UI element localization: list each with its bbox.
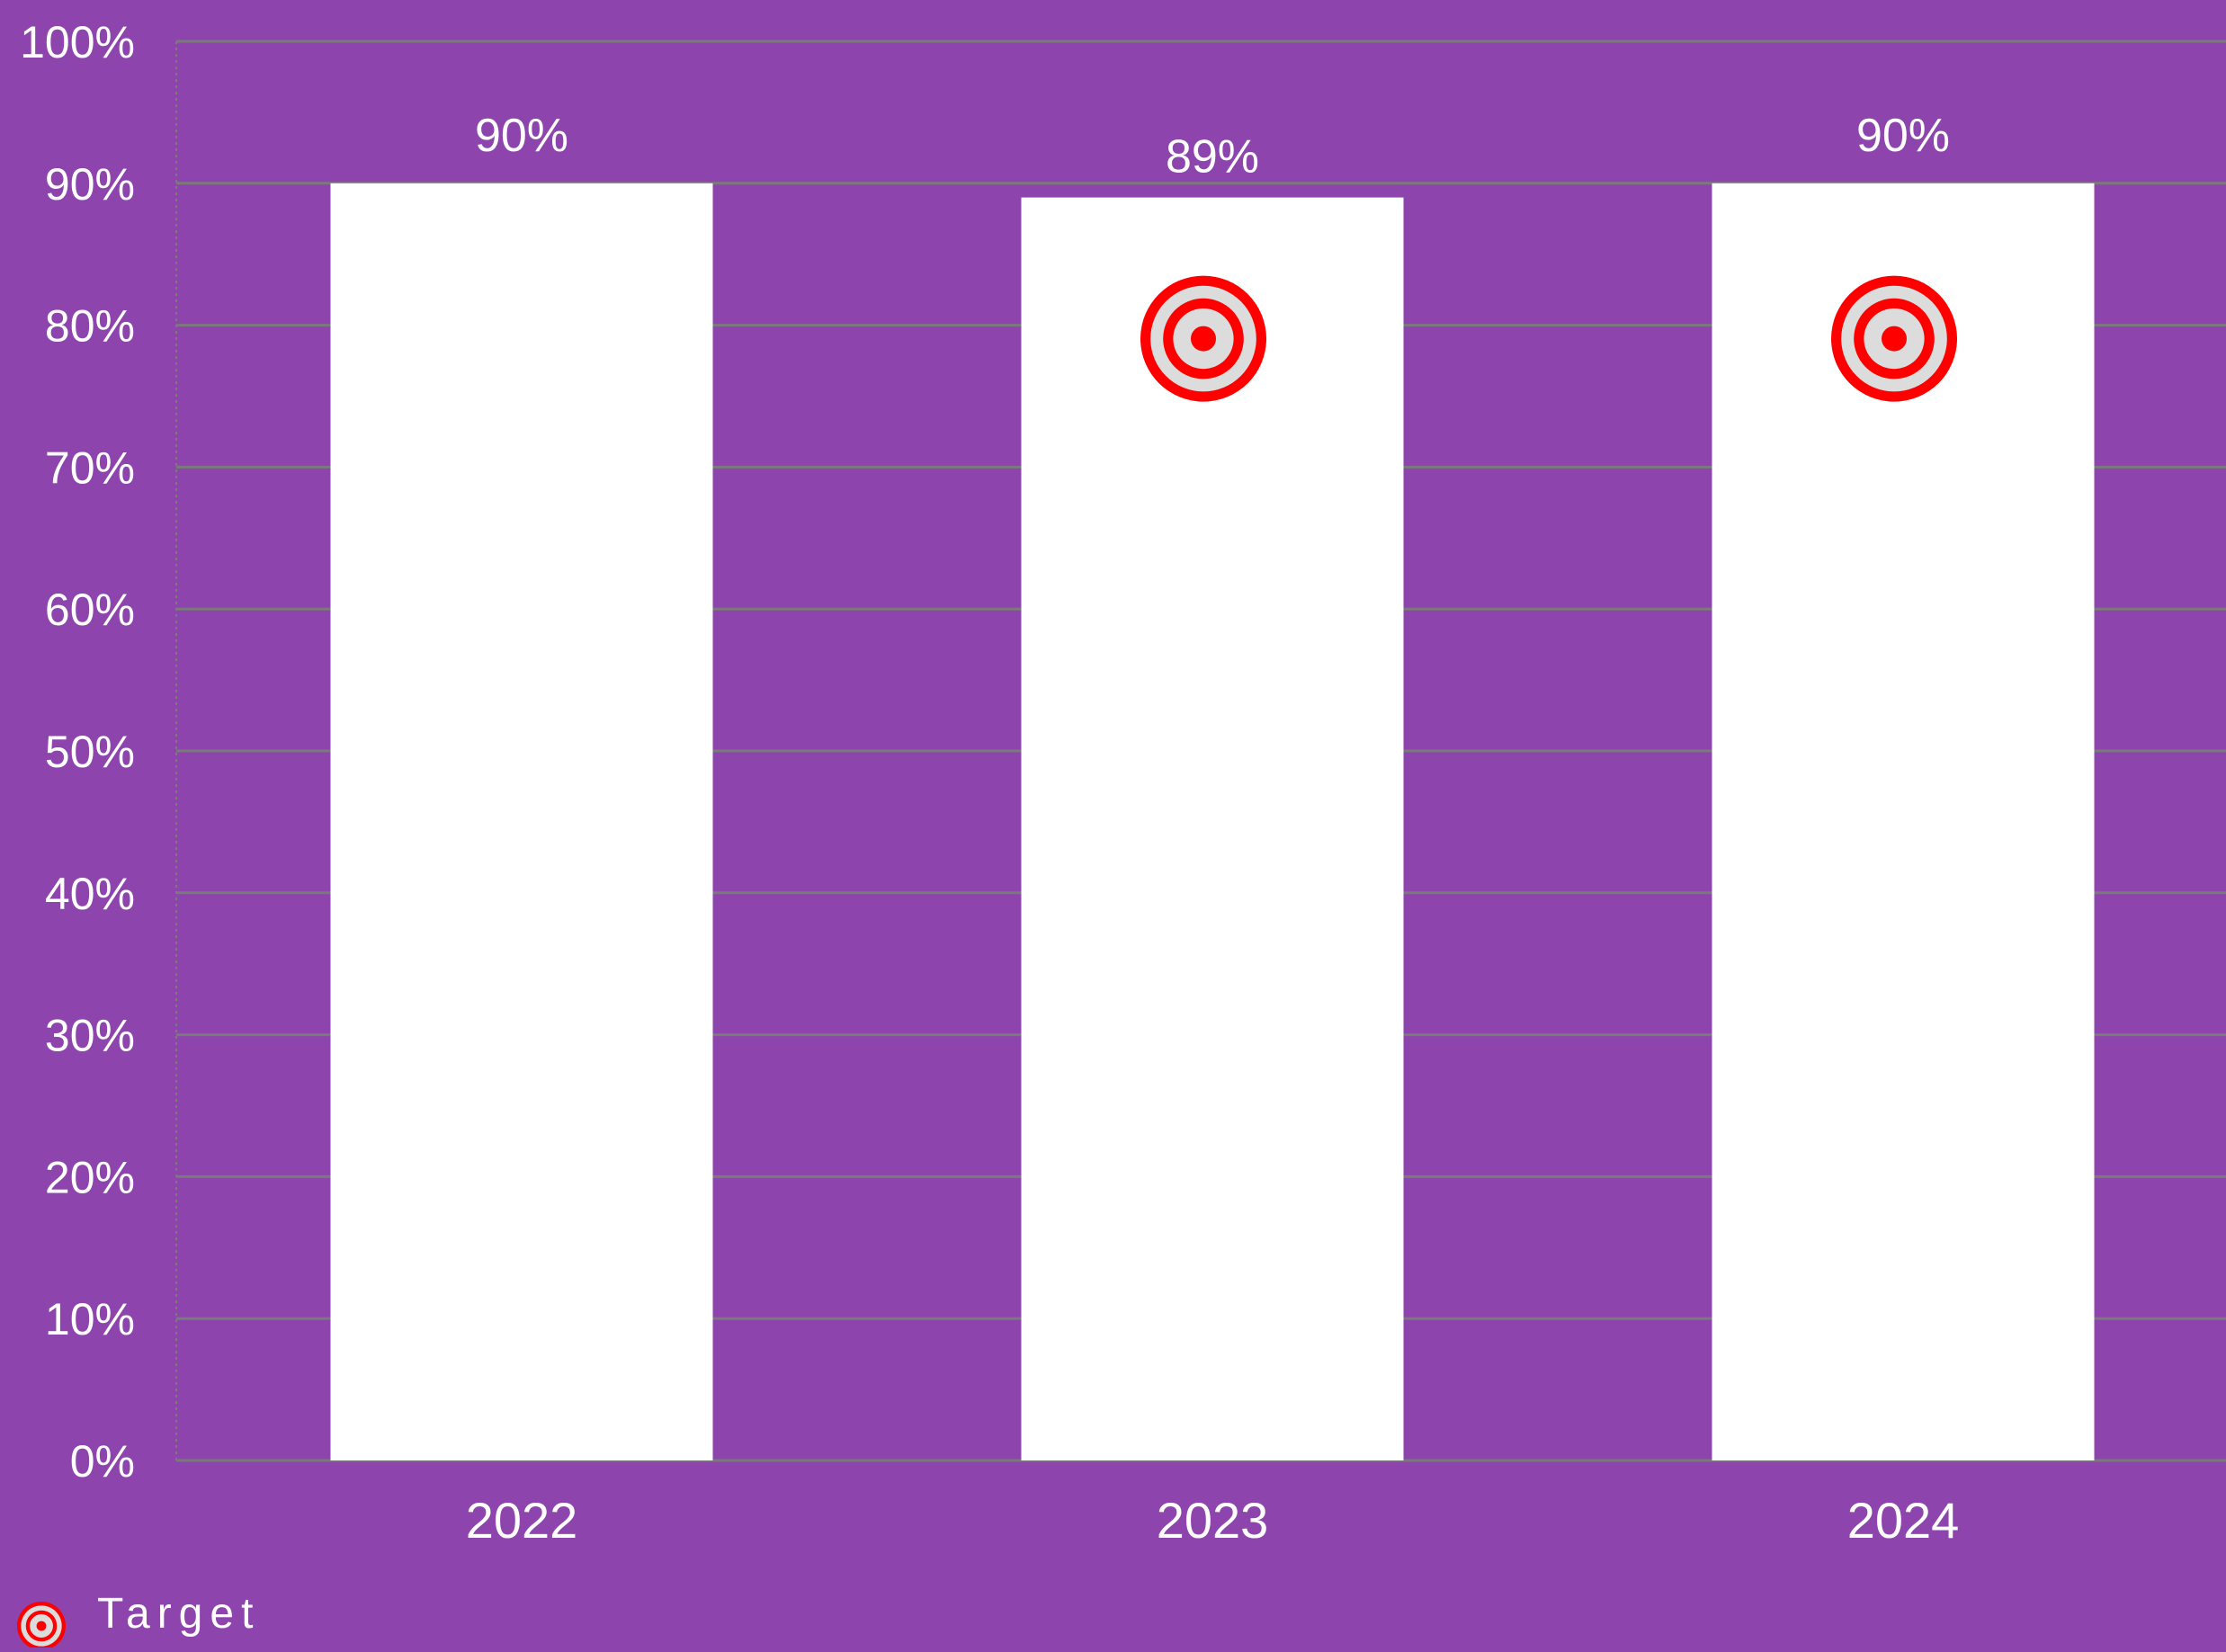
y-axis: 0% 10% 20% 30% 40% 50% 60% 70% 80% 90% 100%	[20, 17, 177, 1487]
data-labels: 90% 89% 90%	[475, 110, 1950, 183]
data-label-2023: 89%	[1166, 131, 1259, 183]
target-icon	[1140, 275, 1266, 402]
y-tick-label: 90%	[45, 159, 135, 210]
x-axis-labels: 2022 2023 2024	[466, 1492, 1960, 1549]
target-markers	[1140, 275, 1957, 402]
y-tick-label: 20%	[45, 1152, 135, 1202]
y-tick-label: 30%	[45, 1011, 135, 1061]
legend: Target	[17, 1590, 260, 1650]
y-tick-label: 60%	[45, 585, 135, 635]
target-icon	[17, 1602, 66, 1650]
y-tick-label: 100%	[20, 17, 135, 67]
bars	[330, 183, 2095, 1461]
x-tick-label-2024: 2024	[1847, 1492, 1960, 1549]
y-tick-label: 0%	[70, 1436, 135, 1487]
y-tick-label: 50%	[45, 727, 135, 777]
x-tick-label-2023: 2023	[1157, 1492, 1269, 1549]
y-tick-label: 10%	[45, 1294, 135, 1344]
y-tick-label: 40%	[45, 869, 135, 919]
data-label-2022: 90%	[475, 110, 568, 162]
target-icon	[1831, 275, 1957, 402]
bar-2022	[330, 183, 713, 1460]
bar-2023	[1021, 197, 1404, 1461]
legend-label: Target	[97, 1590, 260, 1638]
data-label-2024: 90%	[1856, 110, 1950, 162]
y-tick-label: 70%	[45, 442, 135, 493]
x-tick-label-2022: 2022	[466, 1492, 578, 1549]
y-tick-label: 80%	[45, 301, 135, 352]
